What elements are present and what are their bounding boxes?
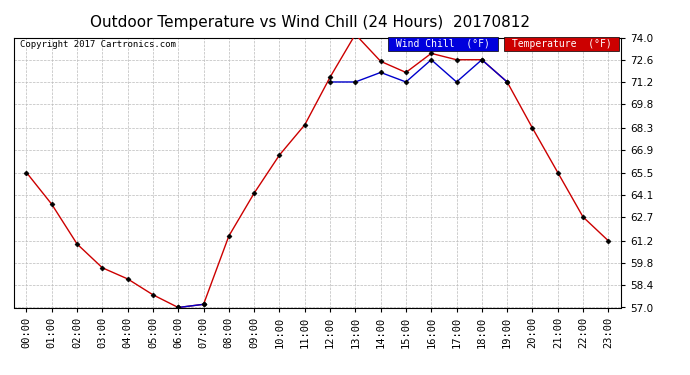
Text: Wind Chill  (°F): Wind Chill (°F): [391, 39, 496, 49]
Text: Outdoor Temperature vs Wind Chill (24 Hours)  20170812: Outdoor Temperature vs Wind Chill (24 Ho…: [90, 15, 531, 30]
Text: Temperature  (°F): Temperature (°F): [506, 39, 618, 49]
Text: Copyright 2017 Cartronics.com: Copyright 2017 Cartronics.com: [20, 40, 176, 49]
